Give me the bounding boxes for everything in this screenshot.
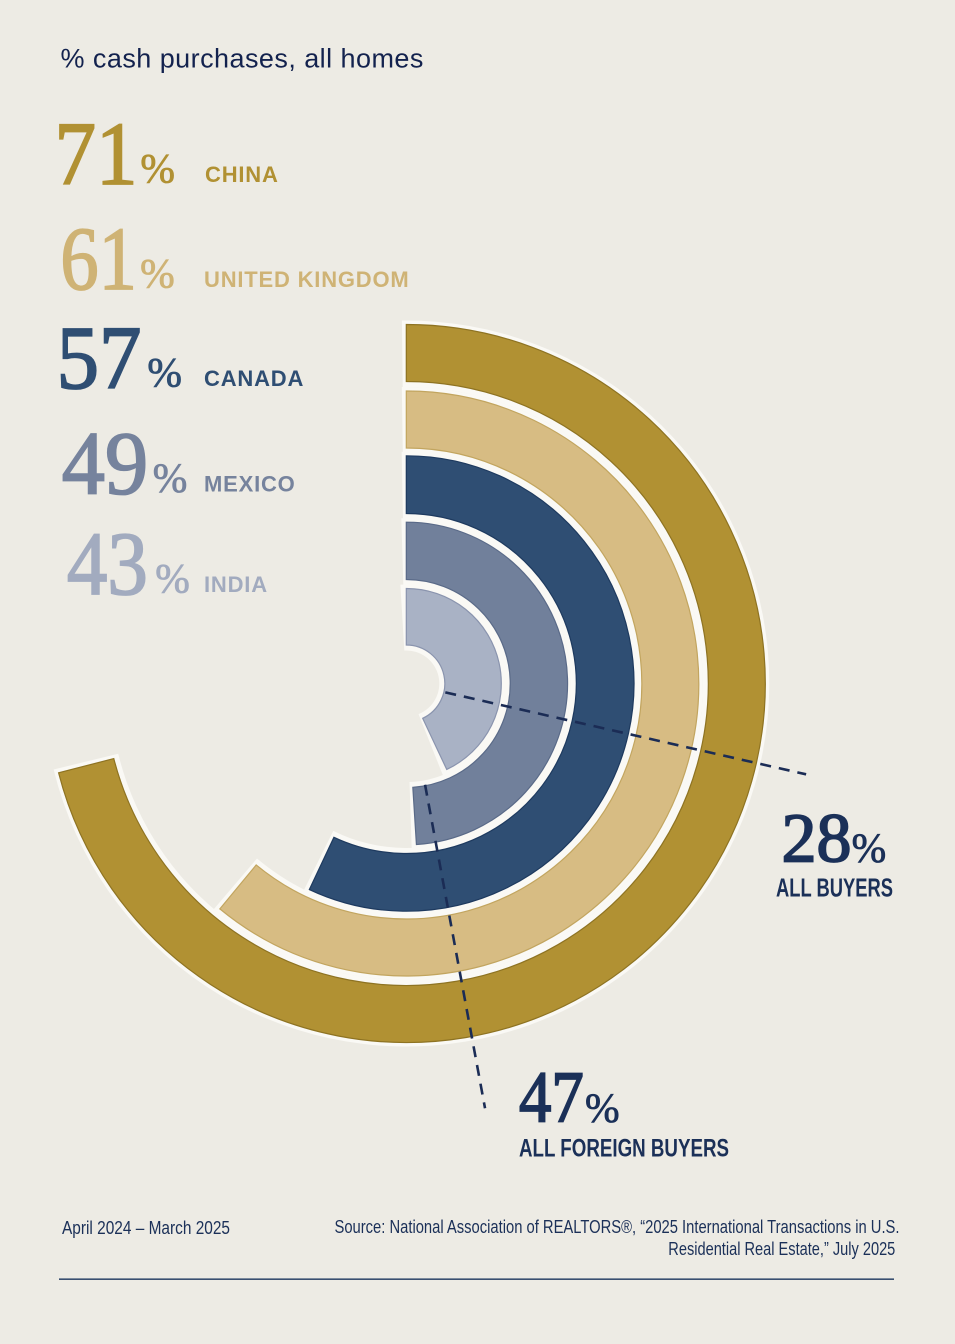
svg-text:UNITED KINGDOM: UNITED KINGDOM <box>204 267 410 292</box>
svg-text:47: 47 <box>519 1057 584 1138</box>
svg-text:CHINA: CHINA <box>205 162 279 187</box>
svg-text:%: % <box>140 250 175 296</box>
svg-text:% cash purchases, all homes: % cash purchases, all homes <box>61 44 424 74</box>
svg-text:April 2024 – March 2025: April 2024 – March 2025 <box>62 1218 230 1238</box>
svg-text:61: 61 <box>60 210 136 309</box>
svg-text:MEXICO: MEXICO <box>204 472 296 497</box>
svg-text:%: % <box>585 1085 620 1131</box>
svg-text:%: % <box>155 555 190 601</box>
svg-text:57: 57 <box>57 309 142 408</box>
svg-text:ALL FOREIGN BUYERS: ALL FOREIGN BUYERS <box>519 1135 729 1163</box>
svg-text:%: % <box>153 455 188 501</box>
svg-text:43: 43 <box>67 515 148 614</box>
svg-text:49: 49 <box>62 415 148 514</box>
svg-text:71: 71 <box>55 105 138 204</box>
svg-text:%: % <box>852 825 887 871</box>
svg-text:ALL BUYERS: ALL BUYERS <box>776 875 893 903</box>
svg-text:Residential Real Estate,” July: Residential Real Estate,” July 2025 <box>668 1239 895 1259</box>
svg-text:%: % <box>147 349 182 395</box>
svg-text:Source: National Association o: Source: National Association of REALTORS… <box>335 1217 900 1237</box>
svg-text:%: % <box>140 145 175 191</box>
svg-text:CANADA: CANADA <box>204 366 304 391</box>
svg-text:INDIA: INDIA <box>204 572 268 597</box>
svg-text:28: 28 <box>782 801 852 878</box>
